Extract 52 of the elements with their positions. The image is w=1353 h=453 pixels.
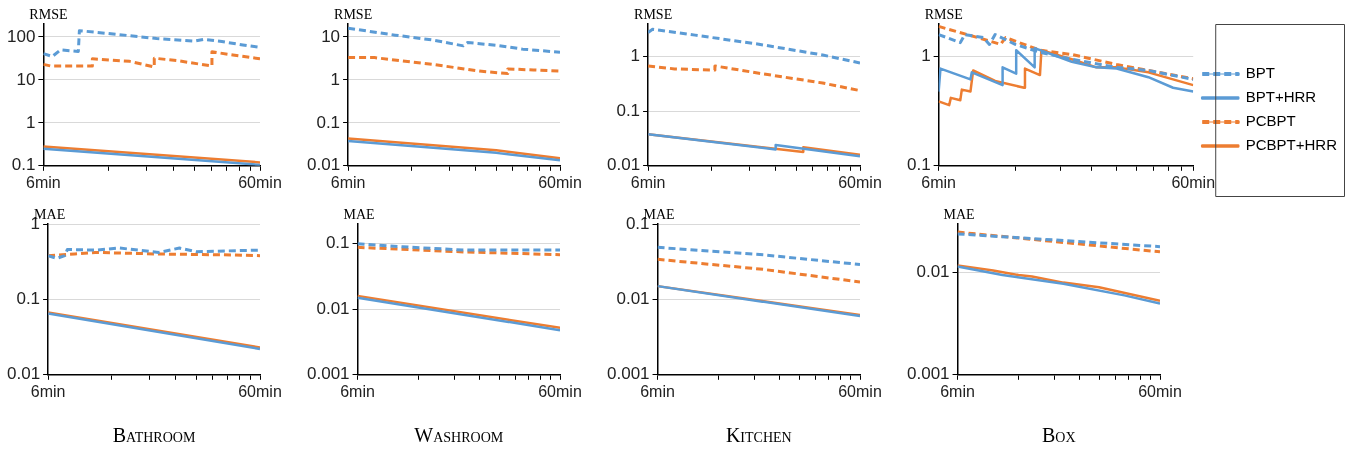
y-axis-title: MAE bbox=[943, 206, 975, 222]
y-tick-label: 0.001 bbox=[906, 364, 950, 384]
x-axis-title: Box bbox=[1041, 424, 1076, 447]
x-tick-label: 6min bbox=[640, 382, 675, 400]
y-axis-title: RMSE bbox=[924, 6, 963, 22]
y-tick-label: 0.01 bbox=[316, 298, 350, 318]
legend-label: BPT+HRR bbox=[1245, 88, 1317, 106]
x-axis-title: Kitchen bbox=[725, 424, 792, 447]
x-tick-label: 6min bbox=[330, 173, 366, 191]
x-tick-label: 60min bbox=[238, 173, 282, 191]
legend-label: PCBPT bbox=[1245, 112, 1296, 130]
y-tick-label: 0.01 bbox=[616, 289, 650, 309]
y-axis-title: RMSE bbox=[29, 6, 68, 22]
y-tick-label: 1 bbox=[921, 46, 931, 66]
legend-label: BPT bbox=[1245, 64, 1275, 82]
y-tick-label: 0.1 bbox=[906, 155, 931, 175]
y-tick-label: 0.001 bbox=[606, 364, 650, 384]
x-tick-label: 60min bbox=[238, 382, 282, 400]
x-tick-label: 60min bbox=[538, 382, 582, 400]
y-tick-label: 0.01 bbox=[6, 364, 41, 384]
y-tick-label: 0.1 bbox=[316, 112, 341, 132]
y-axis-title: RMSE bbox=[334, 6, 373, 22]
y-tick-label: 0.1 bbox=[11, 155, 36, 175]
x-tick-label: 60min bbox=[838, 382, 882, 400]
y-tick-label: 0.01 bbox=[606, 155, 641, 175]
x-axis-title: Bathroom bbox=[112, 424, 196, 447]
y-tick-label: 1 bbox=[630, 46, 641, 66]
x-tick-label: 6min bbox=[940, 382, 975, 400]
x-tick-label: 6min bbox=[340, 382, 375, 400]
y-tick-label: 100 bbox=[6, 26, 36, 46]
x-tick-label: 60min bbox=[838, 173, 882, 191]
legend-label: PCBPT+HRR bbox=[1245, 136, 1338, 154]
y-tick-label: 10 bbox=[16, 69, 36, 89]
x-tick-label: 60min bbox=[538, 173, 582, 191]
x-tick-label: 60min bbox=[1171, 173, 1216, 191]
y-tick-label: 0.01 bbox=[306, 155, 341, 175]
y-tick-label: 0.001 bbox=[306, 364, 350, 384]
x-tick-label: 60min bbox=[1138, 382, 1182, 400]
y-tick-label: 1 bbox=[25, 112, 36, 132]
x-tick-label: 6min bbox=[26, 173, 61, 191]
x-tick-label: 6min bbox=[921, 173, 956, 191]
y-tick-label: 0.1 bbox=[325, 233, 350, 253]
y-tick-label: 10 bbox=[321, 26, 341, 46]
y-axis-title: RMSE bbox=[634, 6, 673, 22]
y-tick-label: 0.1 bbox=[16, 289, 41, 309]
y-tick-label: 1 bbox=[330, 69, 341, 89]
y-tick-label: 0.1 bbox=[616, 100, 641, 120]
x-tick-label: 6min bbox=[30, 382, 66, 400]
x-axis-title: Washroom bbox=[414, 424, 504, 447]
x-tick-label: 6min bbox=[630, 173, 666, 191]
y-tick-label: 0.01 bbox=[916, 262, 950, 282]
y-axis-title: MAE bbox=[343, 206, 375, 222]
